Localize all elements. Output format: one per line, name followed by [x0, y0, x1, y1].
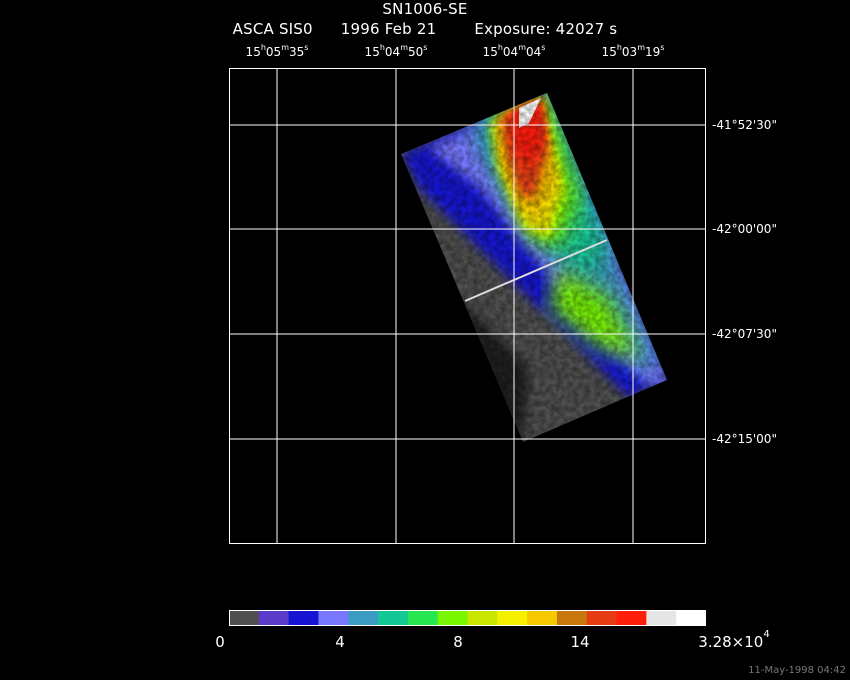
colorbar-swatch	[676, 610, 706, 626]
exposure-label: Exposure: 42027 s	[474, 20, 618, 38]
ra-tick-label: 15h04m50s	[364, 43, 428, 59]
colorbar-swatch	[229, 610, 260, 626]
colorbar-swatch	[437, 610, 468, 626]
colorbar-swatch	[646, 610, 677, 626]
colorbar	[229, 610, 706, 626]
colorbar-swatch	[258, 610, 290, 626]
observation-date: 1996 Feb 21	[340, 20, 437, 38]
dec-tick-label: -41°52'30"	[712, 118, 777, 132]
colorbar-swatch	[348, 610, 379, 626]
xray-image-frame	[229, 68, 706, 544]
image-title: SN1006-SE	[382, 0, 468, 18]
colorbar-swatch	[586, 610, 618, 626]
ra-tick-label: 15h03m19s	[601, 43, 665, 59]
ra-tick-label: 15h05m35s	[245, 43, 309, 59]
dec-tick-label: -42°00'00"	[712, 222, 777, 236]
colorbar-swatch	[556, 610, 588, 626]
colorbar-swatch	[467, 610, 498, 626]
image-subtitle: ASCA SIS0 1996 Feb 21 Exposure: 42027 s	[0, 20, 850, 38]
colorbar-swatch	[527, 610, 558, 626]
colorbar-swatch	[616, 610, 647, 626]
colorbar-swatch	[288, 610, 319, 626]
colorbar-label: 8	[453, 633, 463, 651]
ra-tick-label: 15h04m04s	[482, 43, 546, 59]
colorbar-label: 4	[335, 633, 345, 651]
colorbar-swatch	[407, 610, 439, 626]
instrument-label: ASCA SIS0	[232, 20, 313, 38]
colorbar-swatch	[497, 610, 528, 626]
colorbar-max-label: 3.28×104	[698, 629, 770, 651]
colorbar-swatch	[378, 610, 409, 626]
colorbar-label: 0	[215, 633, 225, 651]
dec-tick-label: -42°07'30"	[712, 327, 777, 341]
timestamp: 11-May-1998 04:42	[748, 665, 846, 676]
colorbar-swatch	[318, 610, 349, 626]
coordinate-grid	[229, 68, 706, 544]
colorbar-label: 14	[570, 633, 590, 651]
dec-tick-label: -42°15'00"	[712, 432, 777, 446]
